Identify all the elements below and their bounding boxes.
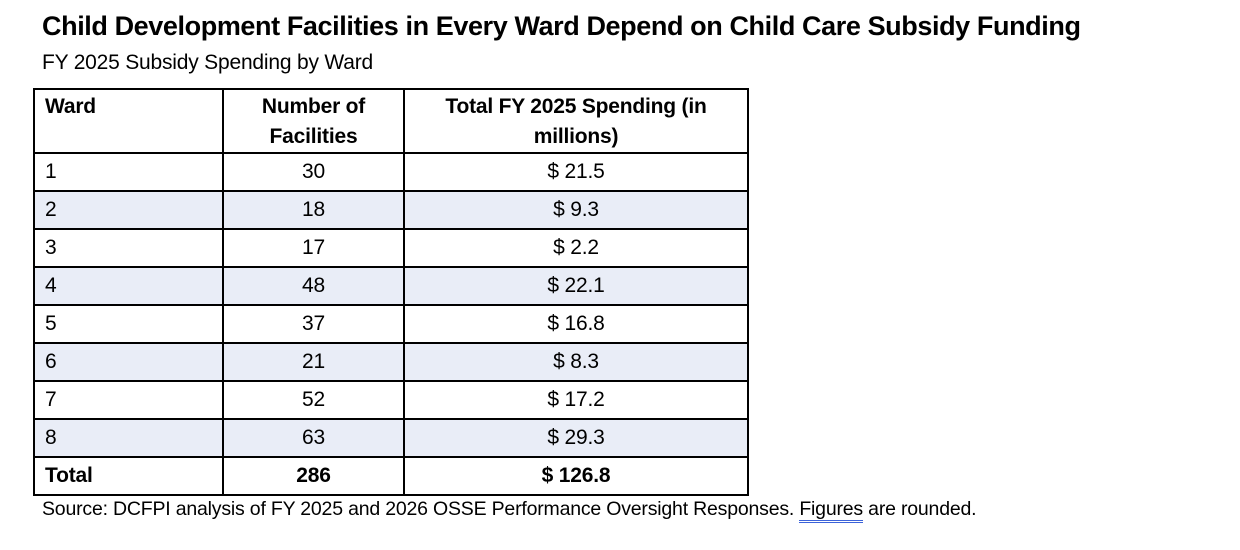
facilities-cell: 286	[222, 456, 405, 496]
source-note: Source: DCFPI analysis of FY 2025 and 20…	[42, 498, 977, 523]
grammar-flagged-word[interactable]: Figures	[799, 498, 863, 523]
page-title: Child Development Facilities in Every Wa…	[42, 11, 1081, 41]
ward-cell: 1	[33, 152, 224, 192]
header-ward: Ward	[33, 88, 224, 154]
page-subtitle: FY 2025 Subsidy Spending by Ward	[42, 51, 373, 74]
facilities-cell: 48	[222, 266, 405, 306]
table-row-total: Total 286 $ 126.8	[33, 456, 749, 496]
facilities-cell: 21	[222, 342, 405, 382]
subsidy-spending-table: Ward Number of Facilities Total FY 2025 …	[33, 88, 749, 496]
spending-cell: $ 21.5	[403, 152, 749, 192]
table-row-ward-5: 5 37 $ 16.8	[33, 304, 749, 344]
table-row-ward-8: 8 63 $ 29.3	[33, 418, 749, 458]
header-number-of-facilities: Number of Facilities	[222, 88, 405, 154]
header-total-spending: Total FY 2025 Spending (in millions)	[403, 88, 749, 154]
ward-cell: Total	[33, 456, 224, 496]
ward-cell: 8	[33, 418, 224, 458]
facilities-cell: 63	[222, 418, 405, 458]
spending-cell: $ 16.8	[403, 304, 749, 344]
spending-cell: $ 8.3	[403, 342, 749, 382]
spending-cell: $ 29.3	[403, 418, 749, 458]
source-note-prefix: Source: DCFPI analysis of FY 2025 and 20…	[42, 498, 800, 520]
spending-cell: $ 126.8	[403, 456, 749, 496]
table-row-ward-7: 7 52 $ 17.2	[33, 380, 749, 420]
spending-cell: $ 17.2	[403, 380, 749, 420]
table-row-ward-3: 3 17 $ 2.2	[33, 228, 749, 268]
table-row-ward-6: 6 21 $ 8.3	[33, 342, 749, 382]
table-row-ward-2: 2 18 $ 9.3	[33, 190, 749, 230]
facilities-cell: 52	[222, 380, 405, 420]
header-row: Ward Number of Facilities Total FY 2025 …	[33, 88, 749, 154]
ward-cell: 2	[33, 190, 224, 230]
source-note-suffix: are rounded.	[862, 498, 977, 520]
facilities-cell: 30	[222, 152, 405, 192]
table-row-ward-1: 1 30 $ 21.5	[33, 152, 749, 192]
facilities-cell: 18	[222, 190, 405, 230]
spending-cell: $ 22.1	[403, 266, 749, 306]
ward-cell: 7	[33, 380, 224, 420]
facilities-cell: 17	[222, 228, 405, 268]
ward-cell: 4	[33, 266, 224, 306]
spending-cell: $ 9.3	[403, 190, 749, 230]
table-row-ward-4: 4 48 $ 22.1	[33, 266, 749, 306]
ward-cell: 3	[33, 228, 224, 268]
facilities-cell: 37	[222, 304, 405, 344]
ward-cell: 6	[33, 342, 224, 382]
ward-cell: 5	[33, 304, 224, 344]
spending-cell: $ 2.2	[403, 228, 749, 268]
